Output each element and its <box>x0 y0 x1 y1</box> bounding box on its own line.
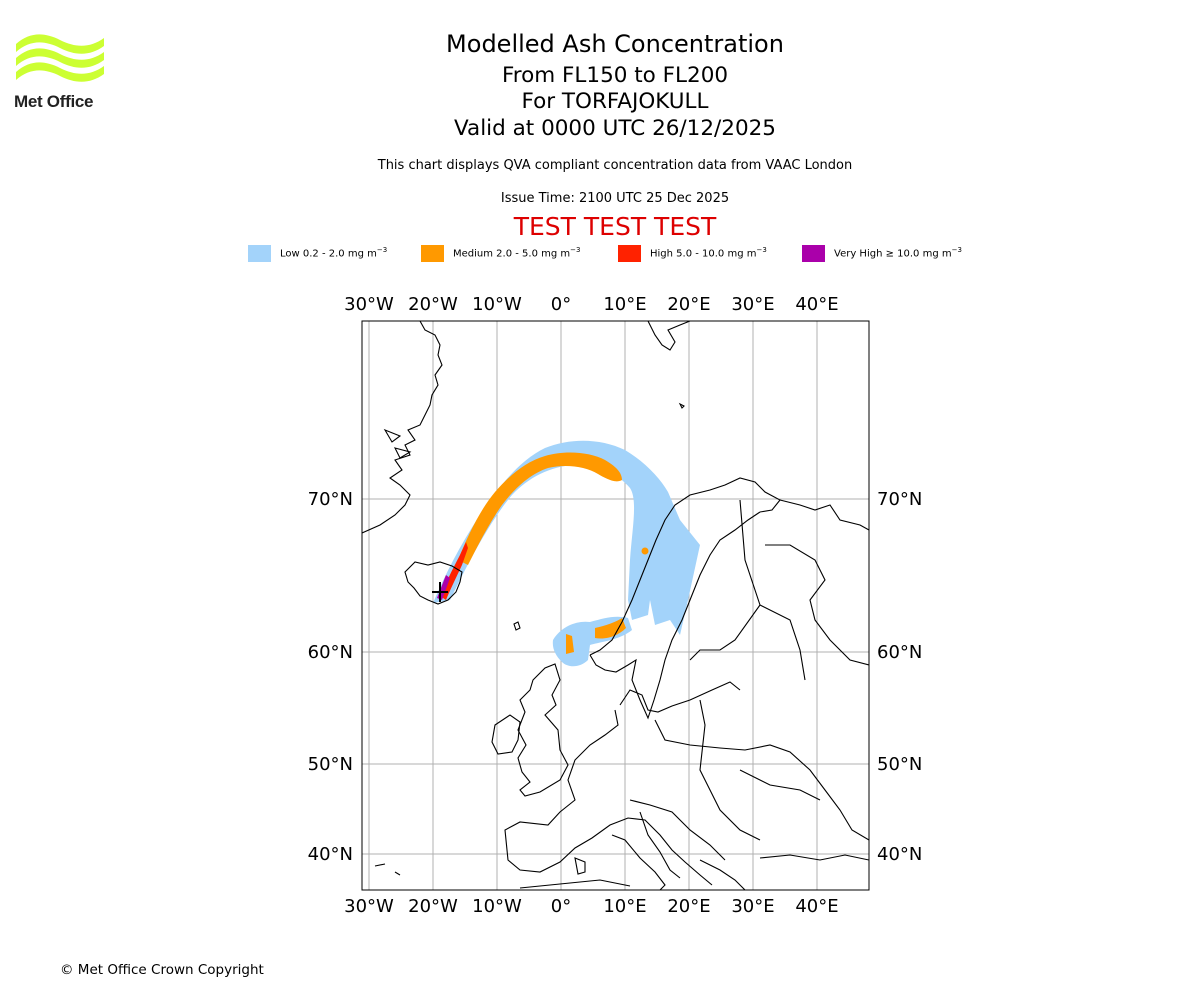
lon-label: 30°W <box>344 294 394 315</box>
lon-label: 20°E <box>667 896 710 917</box>
legend-swatch <box>618 245 641 262</box>
volcano-name: For TORFAJOKULL <box>521 89 709 114</box>
lon-label: 10°W <box>472 294 522 315</box>
legend-label: Very High ≥ 10.0 mg m <box>834 248 952 260</box>
lon-label: 0° <box>551 294 571 315</box>
lon-label: 10°W <box>472 896 522 917</box>
valid-time: Valid at 0000 UTC 26/12/2025 <box>453 116 776 141</box>
lon-label: 20°W <box>408 896 458 917</box>
lon-label: 20°E <box>667 294 710 315</box>
copyright-notice: © Met Office Crown Copyright <box>60 962 264 978</box>
lat-label: 70°N <box>308 489 353 510</box>
legend-label: Low 0.2 - 2.0 mg m <box>280 248 377 260</box>
legend-swatch <box>421 245 444 262</box>
legend-exponent: −3 <box>756 246 767 254</box>
longitude-labels-bottom: 30°W 20°W 10°W 0° 10°E 20°E 30°E 40°E <box>344 896 838 917</box>
lon-label: 30°E <box>731 294 774 315</box>
lon-label: 10°E <box>603 896 646 917</box>
legend-swatch <box>802 245 825 262</box>
chart-description: This chart displays QVA compliant concen… <box>377 158 853 173</box>
latitude-labels-left: 70°N 60°N 50°N 40°N <box>308 489 353 865</box>
flight-level-range: From FL150 to FL200 <box>501 63 729 88</box>
coastlines <box>362 321 869 890</box>
longitude-labels-top: 30°W 20°W 10°W 0° 10°E 20°E 30°E 40°E <box>344 294 838 315</box>
lon-label: 0° <box>551 896 571 917</box>
lon-label: 30°E <box>731 896 774 917</box>
lat-label: 40°N <box>877 844 922 865</box>
legend-label: High 5.0 - 10.0 mg m <box>650 248 757 260</box>
lat-label: 50°N <box>877 754 922 775</box>
logo-text: Met Office <box>14 92 94 111</box>
gridlines <box>362 321 869 890</box>
issue-time: Issue Time: 2100 UTC 25 Dec 2025 <box>500 191 730 206</box>
map-frame <box>361 320 870 891</box>
legend-exponent: −3 <box>376 246 388 254</box>
chart-title: Modelled Ash Concentration <box>446 30 784 58</box>
test-banner: TEST TEST TEST <box>513 212 717 241</box>
lat-label: 70°N <box>877 489 922 510</box>
legend-exponent: −3 <box>570 246 581 254</box>
lon-label: 10°E <box>603 294 646 315</box>
lat-label: 50°N <box>308 754 353 775</box>
latitude-labels-right: 70°N 60°N 50°N 40°N <box>877 489 922 865</box>
lon-label: 40°E <box>795 294 838 315</box>
legend-exponent: −3 <box>951 246 962 254</box>
lat-label: 60°N <box>877 642 922 663</box>
met-office-logo-icon <box>16 34 104 82</box>
lat-label: 60°N <box>308 642 353 663</box>
lat-label: 40°N <box>308 844 353 865</box>
legend-swatch <box>248 245 271 262</box>
legend-label: Medium 2.0 - 5.0 mg m <box>453 248 571 260</box>
ash-medium-area <box>458 452 649 654</box>
lon-label: 20°W <box>408 294 458 315</box>
lon-label: 40°E <box>795 896 838 917</box>
volcano-source-marker <box>432 582 448 602</box>
lon-label: 30°W <box>344 896 394 917</box>
